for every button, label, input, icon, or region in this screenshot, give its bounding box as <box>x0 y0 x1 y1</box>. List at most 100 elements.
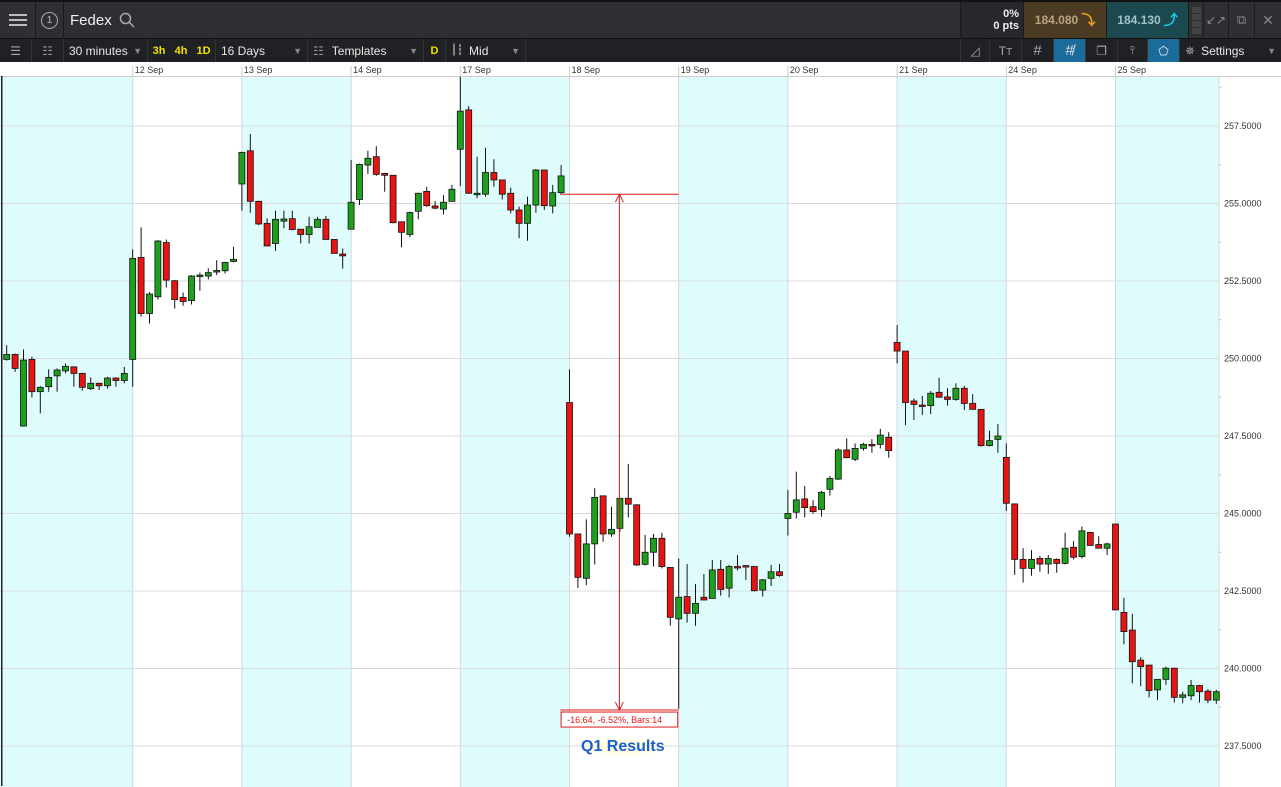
settings-dropdown[interactable]: ✵ Settings ▼ <box>1180 39 1281 62</box>
candle-body-up <box>591 496 599 545</box>
price-axis[interactable]: 257.5000 255.0000 252.5000 250.0000 247.5000… <box>1218 77 1281 787</box>
candle <box>498 179 506 200</box>
candle <box>423 186 431 207</box>
chevron-down-icon: ▼ <box>293 45 302 56</box>
date-label: 25 Sep <box>1118 65 1147 75</box>
interval-1d[interactable]: 1D <box>192 39 216 62</box>
price-tick-label: 252.5000 <box>1224 276 1262 286</box>
snap-grid-button[interactable]: #̸ <box>1054 39 1086 62</box>
candle <box>851 443 859 462</box>
candle-body-up <box>154 240 162 298</box>
candle <box>1196 684 1203 703</box>
layout-button[interactable]: ☷ <box>32 39 64 62</box>
candle-body-up <box>196 274 204 278</box>
instrument-search[interactable]: Fedex <box>64 2 144 38</box>
layers-button[interactable]: ❐ <box>1086 39 1118 62</box>
price-chart[interactable]: 12 Sep 13 Sep 14 Sep 17 Sep 18 Sep 19 Sep 20 S… <box>0 62 1281 787</box>
candle <box>658 532 666 569</box>
candle-body-up <box>851 447 859 460</box>
candle-body-down <box>1019 558 1027 569</box>
candle <box>952 383 960 401</box>
buy-button[interactable]: 184.130 ⤴ <box>1107 2 1189 38</box>
interval-4h[interactable]: 4h <box>174 44 188 57</box>
templates-dropdown[interactable]: ☷ Templates ▼ <box>308 39 424 62</box>
candle <box>11 353 19 372</box>
sell-button[interactable]: 184.080 ⤵ <box>1024 2 1107 38</box>
candle-body-up <box>675 596 683 620</box>
candle <box>935 377 943 398</box>
candle <box>633 504 641 566</box>
measure-tool[interactable]: -16.64, -6.52%, Bars:14 <box>560 193 679 728</box>
date-label: 19 Sep <box>681 65 710 75</box>
candle <box>339 248 347 269</box>
text-tool-button[interactable]: TT <box>990 39 1022 62</box>
candle-body-down <box>179 297 187 302</box>
candle <box>78 372 86 391</box>
drawing-tool-button[interactable]: ◿ <box>960 39 990 62</box>
change-points: 0 pts <box>993 20 1019 32</box>
candle-body-up <box>129 257 137 360</box>
candle <box>137 227 145 317</box>
candle <box>650 533 657 567</box>
window-number-button[interactable]: 1 <box>36 2 64 38</box>
candle <box>162 239 170 288</box>
candle <box>272 210 279 251</box>
arrow-up-icon <box>614 193 624 203</box>
candle-body-down <box>372 156 380 175</box>
candle-body-down <box>1002 456 1010 504</box>
candle-body-up <box>456 110 464 150</box>
crosshair-button[interactable]: ⫯ <box>1118 39 1148 62</box>
settings-label: Settings <box>1201 43 1245 58</box>
candle <box>456 76 464 187</box>
chevron-down-icon: ▼ <box>511 45 520 56</box>
candle <box>314 216 321 228</box>
candle-body-up <box>188 275 195 301</box>
candle <box>1019 548 1027 583</box>
candle <box>717 560 725 596</box>
candle-body-down <box>633 504 641 566</box>
draw-line-icon: ◿ <box>970 43 980 58</box>
candle-body-up <box>1044 558 1052 565</box>
grid-magnet-icon: #̸ <box>1065 42 1074 59</box>
candle-body-up <box>3 354 11 360</box>
collapse-button[interactable]: ↙↗ <box>1204 2 1229 38</box>
candle <box>1170 667 1178 703</box>
interval-dropdown[interactable]: 30 minutes ▼ <box>64 39 148 62</box>
candle-body-down <box>960 387 968 404</box>
candle-body-down <box>1070 546 1077 558</box>
candle-body-down <box>1204 690 1212 701</box>
candle-body-up <box>1103 543 1111 549</box>
range-dropdown[interactable]: 16 Days ▼ <box>216 39 308 62</box>
q1-results-annotation[interactable]: Q1 Results <box>577 737 669 757</box>
close-button[interactable]: ✕ <box>1255 2 1281 38</box>
candle-body-up <box>1212 691 1220 701</box>
candle-body-up <box>826 478 834 490</box>
candle <box>263 218 271 247</box>
candle <box>708 560 716 599</box>
candle <box>818 490 825 517</box>
menu-button[interactable] <box>0 2 36 38</box>
interval-3h[interactable]: 3h <box>152 44 166 57</box>
price-label-button[interactable]: ⬠ <box>1148 39 1180 62</box>
candle <box>322 215 330 240</box>
measure-label: -16.64, -6.52%, Bars:14 <box>567 715 662 725</box>
date-label: 12 Sep <box>135 65 164 75</box>
candle-body-up <box>448 188 456 202</box>
candle <box>977 408 985 447</box>
candle-body-down <box>1086 532 1094 546</box>
list-button[interactable]: ☰ <box>0 39 32 62</box>
candle-body-up <box>557 175 565 194</box>
candle <box>154 240 162 300</box>
price-type-dropdown[interactable]: ┃┇ Mid ▼ <box>446 39 526 62</box>
candle-body-up <box>20 359 27 427</box>
chevron-down-icon: ▼ <box>133 45 142 56</box>
candle <box>20 349 27 427</box>
candle <box>868 439 876 453</box>
candle-body-down <box>498 179 506 195</box>
candle-body-down <box>1120 611 1128 633</box>
candle-body-up <box>53 369 61 377</box>
popout-button[interactable]: ⧉ <box>1229 2 1255 38</box>
candle <box>683 564 691 623</box>
gridlines-button[interactable]: # <box>1022 39 1054 62</box>
daily-button[interactable]: D <box>424 39 446 62</box>
